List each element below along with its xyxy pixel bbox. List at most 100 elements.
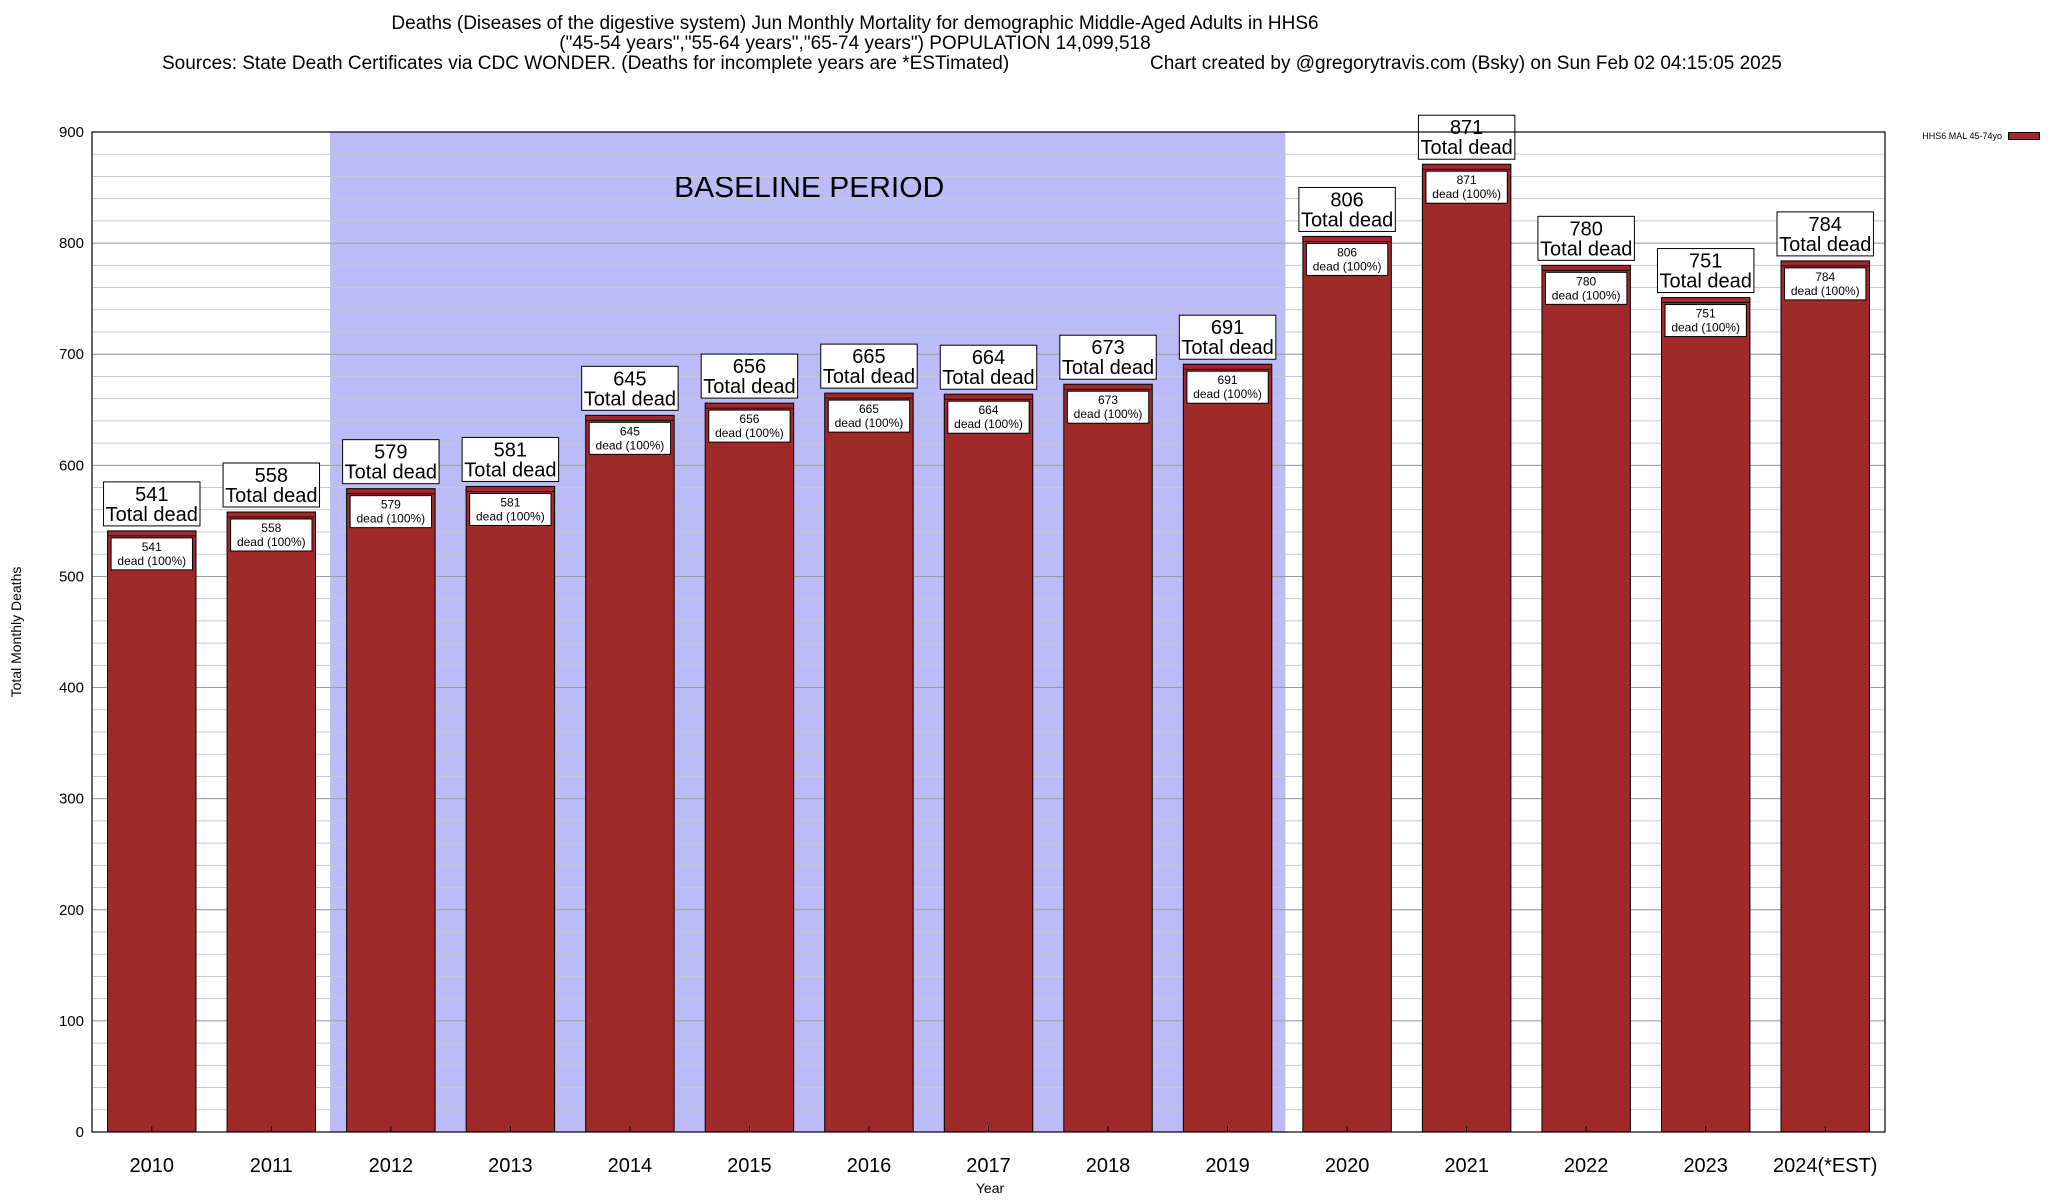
- bar: [585, 414, 675, 1133]
- bar: [1660, 297, 1751, 1133]
- top-value-label: 691: [1211, 317, 1244, 339]
- inner-percent-label: dead (100%): [954, 417, 1023, 431]
- chart-subtitle: ("45-54 years","55-64 years","65-74 year…: [559, 33, 1151, 54]
- top-label-box: [222, 462, 321, 508]
- inner-label-box: [1066, 390, 1150, 424]
- bar: [1541, 264, 1631, 1133]
- bar: [346, 488, 436, 1133]
- top-label-box: [103, 481, 201, 527]
- inner-value-label: 751: [1696, 307, 1716, 321]
- bar: [1421, 163, 1512, 1133]
- top-total-label: Total dead: [1779, 234, 1871, 256]
- top-value-label: 579: [374, 442, 407, 464]
- bar: [1182, 363, 1273, 1133]
- inner-percent-label: dead (100%): [1552, 288, 1621, 302]
- top-label-box: [1776, 211, 1874, 257]
- inner-percent-label: dead (100%): [715, 426, 784, 440]
- x-tick-label: 2018: [1086, 1155, 1131, 1177]
- top-total-label: Total dead: [1660, 271, 1752, 293]
- inner-label-box: [1544, 271, 1628, 305]
- y-axis-label: Total Monthly Deaths: [8, 566, 24, 698]
- top-value-label: 656: [733, 356, 766, 378]
- inner-value-label: 665: [859, 402, 879, 416]
- x-tick-label: 2022: [1564, 1155, 1609, 1177]
- top-label-box: [1537, 215, 1635, 261]
- bar: [943, 393, 1034, 1133]
- inner-value-label: 656: [739, 412, 759, 426]
- top-value-label: 645: [613, 368, 646, 390]
- inner-label-box: [1305, 242, 1389, 276]
- chart-sources: Sources: State Death Certificates via CD…: [162, 53, 1010, 74]
- chart-credit: Chart created by @gregorytravis.com (Bsk…: [1150, 53, 1782, 74]
- y-tick-label: 0: [76, 1124, 84, 1141]
- bar: [704, 402, 795, 1133]
- x-axis-label: Year: [975, 1180, 1005, 1196]
- inner-percent-label: dead (100%): [835, 416, 904, 430]
- y-tick-label: 300: [59, 791, 84, 808]
- top-total-label: Total dead: [464, 459, 556, 481]
- top-label-box: [820, 343, 918, 389]
- inner-label-box: [708, 409, 791, 443]
- plot-frame: [91, 131, 1886, 1133]
- inner-percent-label: dead (100%): [117, 554, 186, 568]
- inner-value-label: 780: [1576, 274, 1596, 288]
- top-value-label: 780: [1569, 218, 1602, 240]
- x-tick-label: 2015: [727, 1155, 772, 1177]
- bar: [1302, 235, 1392, 1133]
- top-label-box: [461, 436, 560, 482]
- y-tick-label: 400: [59, 680, 84, 697]
- inner-value-label: 691: [1218, 373, 1238, 387]
- inner-percent-label: dead (100%): [1193, 387, 1262, 401]
- top-label-box: [1298, 186, 1396, 232]
- inner-percent-label: dead (100%): [356, 512, 425, 526]
- top-value-label: 581: [494, 439, 527, 461]
- y-tick-label: 100: [59, 1013, 84, 1030]
- top-label-box: [1417, 114, 1516, 160]
- y-tick-label: 200: [59, 902, 84, 919]
- bar: [1063, 383, 1153, 1133]
- top-label-box: [342, 439, 440, 485]
- inner-label-box: [1664, 304, 1747, 338]
- y-tick-label: 900: [59, 124, 84, 141]
- x-tick-label: 2012: [369, 1155, 414, 1177]
- x-tick-label: 2021: [1444, 1155, 1489, 1177]
- y-tick-label: 700: [59, 346, 84, 363]
- top-total-label: Total dead: [1301, 209, 1393, 231]
- x-tick-label: 2020: [1325, 1155, 1370, 1177]
- y-tick-label: 600: [59, 457, 84, 474]
- inner-label-box: [1425, 170, 1508, 204]
- top-total-label: Total dead: [1540, 238, 1632, 260]
- x-tick-label: 2016: [847, 1155, 892, 1177]
- inner-label-box: [588, 421, 672, 455]
- top-value-label: 806: [1330, 189, 1363, 211]
- top-total-label: Total dead: [1181, 337, 1273, 359]
- inner-value-label: 871: [1457, 173, 1477, 187]
- top-total-label: Total dead: [942, 367, 1034, 389]
- top-value-label: 664: [972, 347, 1005, 369]
- x-tick-label: 2013: [488, 1155, 533, 1177]
- top-label-box: [700, 353, 799, 399]
- y-tick-label: 800: [59, 235, 84, 252]
- inner-value-label: 558: [261, 521, 281, 535]
- top-value-label: 541: [135, 484, 168, 506]
- inner-label-box: [827, 399, 911, 433]
- top-value-label: 871: [1450, 117, 1483, 139]
- top-total-label: Total dead: [823, 366, 915, 388]
- x-tick-label: 2014: [608, 1155, 653, 1177]
- top-value-label: 751: [1689, 251, 1722, 273]
- inner-label-box: [230, 518, 313, 552]
- x-tick-label: 2017: [966, 1155, 1011, 1177]
- x-tick-label: 2019: [1205, 1155, 1250, 1177]
- top-total-label: Total dead: [106, 504, 198, 526]
- inner-percent-label: dead (100%): [476, 509, 545, 523]
- inner-value-label: 664: [978, 403, 998, 417]
- chart-title: Deaths (Diseases of the digestive system…: [391, 13, 1319, 34]
- top-total-label: Total dead: [703, 376, 795, 398]
- inner-label-box: [469, 492, 552, 526]
- top-label-box: [1059, 334, 1157, 380]
- bar: [226, 511, 317, 1133]
- inner-percent-label: dead (100%): [237, 535, 306, 549]
- y-tick-label: 500: [59, 568, 84, 585]
- top-value-label: 673: [1091, 337, 1124, 359]
